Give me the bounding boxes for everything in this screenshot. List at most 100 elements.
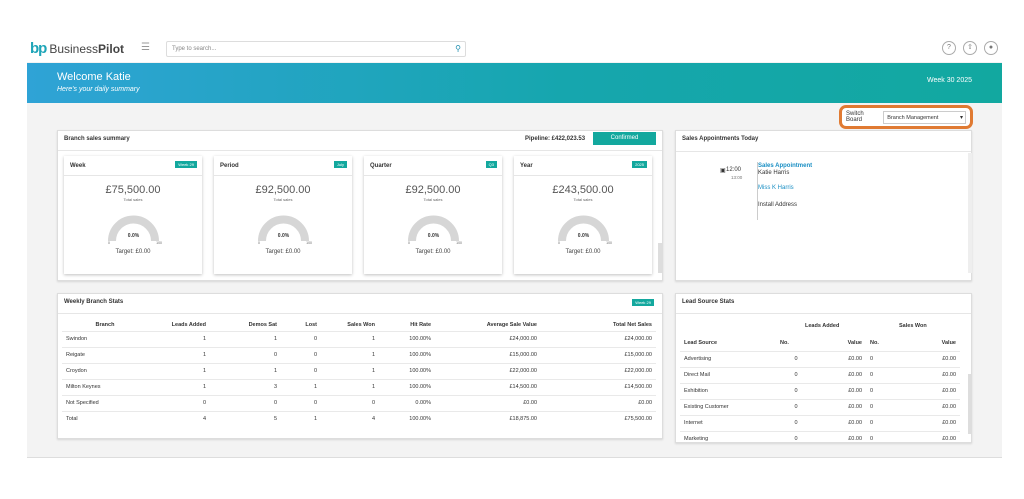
- table-row[interactable]: Swindon 1 1 0 1 100.00% £24,000.00 £24,000.00: [62, 330, 656, 347]
- table-cell: £0.00: [906, 430, 960, 442]
- appointment-rep: Katie Harris: [758, 170, 790, 176]
- table-row[interactable]: Not Specified 0 0 0 0 0.00% £0.00 £0.00: [62, 394, 656, 411]
- welcome-title: Welcome Katie: [57, 71, 131, 83]
- table-row[interactable]: Croydon 1 1 0 1 100.00% £22,000.00 £22,000.00: [62, 362, 656, 379]
- chevron-down-icon: ▾: [959, 114, 963, 121]
- column-header[interactable]: Total Net Sales: [612, 321, 652, 328]
- table-cell: 0: [321, 394, 379, 411]
- appointment-type[interactable]: Sales Appointment: [758, 163, 813, 169]
- week-indicator: Week 30 2025: [926, 77, 972, 84]
- column-header[interactable]: Value: [847, 339, 862, 346]
- target-label: Target: £0.00: [265, 249, 301, 255]
- table-cell: 4: [321, 410, 379, 427]
- table-row[interactable]: Milton Keynes 1 3 1 1 100.00% £14,500.00 £14,50…: [62, 378, 656, 395]
- table-header-row: Lead Source No. Value No. Value: [680, 335, 960, 351]
- table-cell: 1: [321, 362, 379, 379]
- gauge-percent: 0.0%: [578, 233, 590, 239]
- user-icon[interactable]: ●: [984, 41, 998, 55]
- help-icon[interactable]: ?: [942, 41, 956, 55]
- table-row[interactable]: Marketing 0 £0.00 0 £0.00: [680, 430, 960, 442]
- app-window: bp BusinessPilot ☰ Type to search... ⚲ ?…: [27, 37, 1002, 458]
- column-header[interactable]: Average Sale Value: [486, 321, 537, 328]
- column-header[interactable]: No.: [870, 339, 879, 346]
- table-cell: Reigate: [62, 346, 148, 363]
- column-header[interactable]: Lost: [305, 321, 317, 328]
- table-cell: 1: [281, 410, 321, 427]
- target-label: Target: £0.00: [115, 249, 151, 255]
- table-row[interactable]: Internet 0 £0.00 0 £0.00: [680, 414, 960, 431]
- column-header[interactable]: Sales Won: [347, 321, 375, 328]
- table-cell: Direct Mail: [680, 366, 776, 383]
- weekly-branch-stats-card: Weekly Branch Stats Week 29 Branch Leads…: [57, 293, 663, 439]
- table-cell: 0: [776, 366, 816, 383]
- gauge-min-label: 0: [108, 241, 110, 245]
- table-row-total[interactable]: Total 4 5 1 4 100.00% £18,875.00 £75,500.00: [62, 410, 656, 427]
- upload-icon[interactable]: ⇧: [963, 41, 977, 55]
- column-header[interactable]: Branch: [95, 321, 115, 328]
- week-badge: Week 29: [632, 299, 654, 306]
- sales-gauge: 0.0%: [408, 215, 459, 242]
- table-cell: £0.00: [906, 350, 960, 367]
- column-header[interactable]: Leads Added: [171, 321, 206, 328]
- column-header[interactable]: Demos Sat: [248, 321, 277, 328]
- divider: [676, 313, 971, 314]
- lead-source-table: Lead Source No. Value No. Value Advertis…: [680, 335, 960, 442]
- table-row[interactable]: Reigate 1 0 0 1 100.00% £15,000.00 £15,000.00: [62, 346, 656, 363]
- logo[interactable]: bp BusinessPilot: [30, 40, 124, 57]
- divider: [58, 150, 662, 151]
- customer-link[interactable]: Miss K Harris: [758, 185, 794, 191]
- table-cell: Croydon: [62, 362, 148, 379]
- table-cell: 1: [148, 378, 210, 395]
- table-cell: 1: [148, 330, 210, 347]
- gauge-min-label: 0: [558, 241, 560, 245]
- table-row[interactable]: Existing Customer 0 £0.00 0 £0.00: [680, 398, 960, 415]
- table-row[interactable]: Advertising 0 £0.00 0 £0.00: [680, 350, 960, 367]
- table-cell: 0: [866, 430, 906, 442]
- column-header[interactable]: No.: [780, 339, 789, 346]
- scrollbar[interactable]: [968, 374, 971, 434]
- divider: [214, 175, 352, 176]
- table-cell: £0.00: [541, 394, 656, 411]
- welcome-subtitle: Here's your daily summary: [57, 86, 140, 93]
- summary-card-period: Period July £92,500.00 Total sales 0.0% …: [214, 156, 352, 274]
- table-cell: 0: [866, 350, 906, 367]
- total-sales-value: £92,500.00: [405, 184, 461, 196]
- scrollbar[interactable]: [658, 243, 662, 273]
- summary-card-title: Year: [520, 163, 533, 169]
- table-cell: 0.00%: [379, 394, 435, 411]
- column-header[interactable]: Hit Rate: [410, 321, 431, 328]
- table-row[interactable]: Direct Mail 0 £0.00 0 £0.00: [680, 366, 960, 383]
- summary-card-title: Week: [70, 163, 86, 169]
- switch-board-select[interactable]: Branch Management ▾: [883, 110, 966, 124]
- table-cell: 5: [210, 410, 281, 427]
- sales-gauge: 0.0%: [258, 215, 309, 242]
- table-cell: 4: [148, 410, 210, 427]
- table-cell: 100.00%: [379, 378, 435, 395]
- column-header[interactable]: Value: [941, 339, 956, 346]
- gauge-percent: 0.0%: [278, 233, 290, 239]
- table-cell: 0: [148, 394, 210, 411]
- table-row[interactable]: Exhibition 0 £0.00 0 £0.00: [680, 382, 960, 399]
- top-bar: bp BusinessPilot ☰ Type to search... ⚲ ?…: [27, 37, 1002, 62]
- search-icon[interactable]: ⚲: [455, 44, 461, 53]
- summary-card-quarter: Quarter Q3 £92,500.00 Total sales 0.0% 0…: [364, 156, 502, 274]
- appointment-entry[interactable]: ▣ 12:00 13:00 Sales Appointment Katie Ha…: [676, 159, 971, 220]
- gauge-min-label: 0: [258, 241, 260, 245]
- table-cell: Not Specified: [62, 394, 148, 411]
- total-sales-label: Total sales: [423, 197, 443, 202]
- column-header[interactable]: Lead Source: [684, 339, 718, 346]
- hamburger-menu-icon[interactable]: ☰: [141, 42, 150, 53]
- gauge-max-label: 100: [156, 241, 162, 245]
- table-cell: 3: [210, 378, 281, 395]
- summary-card-title: Period: [220, 163, 239, 169]
- weekly-stats-table: Branch Leads Added Demos Sat Lost Sales …: [62, 319, 656, 427]
- search-input[interactable]: Type to search... ⚲: [166, 41, 466, 57]
- gauge-percent: 0.0%: [128, 233, 140, 239]
- appointment-end-time: 13:00: [731, 175, 743, 180]
- gauge-percent: 0.0%: [428, 233, 440, 239]
- confirmed-toggle[interactable]: Confirmed: [593, 132, 656, 145]
- scrollbar[interactable]: [968, 153, 972, 273]
- gauge-max-label: 100: [606, 241, 612, 245]
- table-cell: 0: [281, 346, 321, 363]
- card-title: Sales Appointments Today: [682, 136, 759, 142]
